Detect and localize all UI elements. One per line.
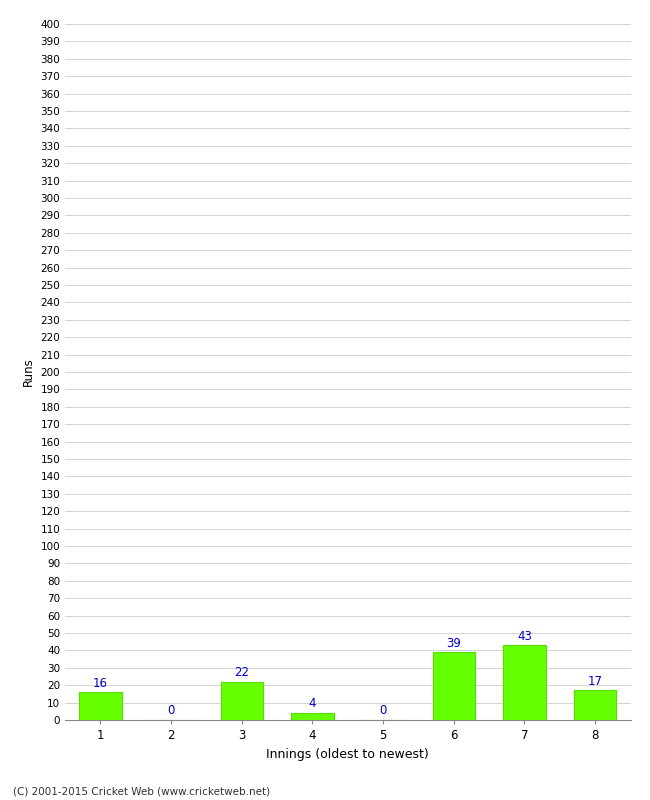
Text: 0: 0 <box>380 704 387 718</box>
Text: 4: 4 <box>309 698 316 710</box>
Bar <box>79 692 122 720</box>
Bar <box>291 713 333 720</box>
Text: 39: 39 <box>447 637 461 650</box>
Bar <box>433 652 475 720</box>
X-axis label: Innings (oldest to newest): Innings (oldest to newest) <box>266 747 429 761</box>
Text: 22: 22 <box>234 666 249 679</box>
Bar <box>503 645 546 720</box>
Bar <box>220 682 263 720</box>
Text: 43: 43 <box>517 630 532 642</box>
Text: 16: 16 <box>93 677 108 690</box>
Text: 17: 17 <box>588 675 603 688</box>
Y-axis label: Runs: Runs <box>22 358 35 386</box>
Bar <box>574 690 616 720</box>
Text: 0: 0 <box>167 704 175 718</box>
Text: (C) 2001-2015 Cricket Web (www.cricketweb.net): (C) 2001-2015 Cricket Web (www.cricketwe… <box>13 786 270 796</box>
